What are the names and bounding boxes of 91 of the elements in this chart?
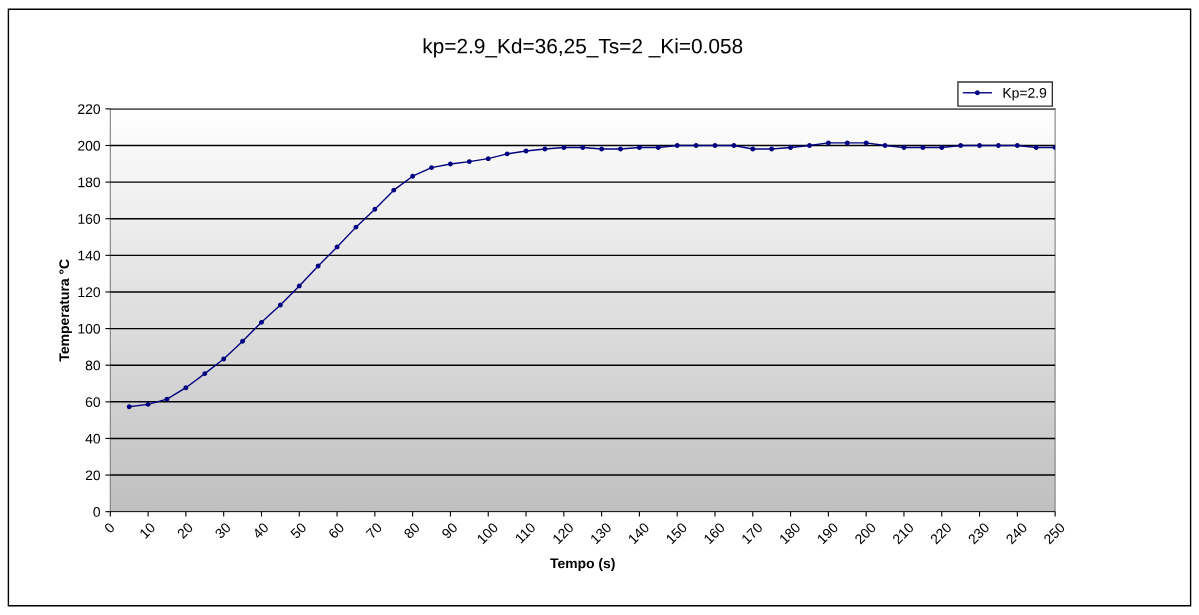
- point: [769, 146, 775, 152]
- point: [863, 140, 869, 146]
- x-tick-label: 40: [251, 522, 270, 540]
- y-tick-label: 160: [78, 214, 101, 224]
- point: [844, 140, 850, 146]
- point: [277, 302, 283, 308]
- point: [636, 145, 642, 150]
- y-tick-label: 120: [78, 287, 101, 298]
- x-axis-title: Tempo (s): [550, 558, 615, 571]
- point: [580, 145, 586, 150]
- y-tick-label: 220: [78, 104, 101, 115]
- y-tick-label: 60: [85, 397, 101, 407]
- point: [674, 143, 680, 148]
- point: [1033, 145, 1039, 150]
- point: [618, 146, 623, 152]
- point: [920, 145, 926, 150]
- point: [466, 159, 472, 165]
- point: [296, 283, 302, 289]
- point: [901, 145, 907, 150]
- x-tick-label: 210: [891, 522, 915, 545]
- y-tick-label: 80: [85, 360, 101, 371]
- x-tick-label: 170: [741, 522, 764, 545]
- point: [353, 224, 359, 230]
- point: [145, 401, 151, 407]
- point: [693, 143, 699, 148]
- x-tick-label: 140: [627, 522, 650, 545]
- point: [504, 151, 510, 157]
- y-tick-label: 20: [85, 470, 101, 481]
- x-tick-label: 250: [1043, 522, 1066, 545]
- point: [164, 396, 170, 402]
- point: [259, 319, 264, 325]
- point: [750, 146, 756, 152]
- y-axis-title: Temperatura °C: [59, 259, 72, 362]
- chart-title: kp=2.9_Kd=36,25_Ts=2 _Ki=0.058: [423, 38, 743, 58]
- x-tick-label: 200: [854, 522, 877, 545]
- x-tick-label: 10: [139, 522, 156, 539]
- point: [334, 244, 340, 250]
- x-tick-label: 240: [1005, 522, 1028, 545]
- x-tick-label: 120: [552, 522, 575, 545]
- point: [410, 173, 416, 179]
- x-tick-label: 100: [476, 522, 499, 545]
- x-tick-label: 20: [176, 522, 194, 540]
- point: [655, 145, 661, 150]
- point: [485, 156, 491, 162]
- point: [542, 146, 548, 152]
- point: [429, 165, 434, 171]
- y-tick-label: 40: [85, 433, 101, 444]
- point: [882, 143, 888, 148]
- point: [202, 371, 208, 377]
- y-tick-label: 0: [93, 507, 101, 517]
- point: [939, 145, 945, 150]
- point: [977, 143, 982, 148]
- point: [825, 140, 831, 146]
- y-tick-label: 200: [78, 140, 101, 151]
- x-tick-label: 60: [327, 522, 345, 540]
- point: [391, 187, 397, 193]
- x-tick-label: 50: [289, 522, 307, 540]
- x-tick-label: 190: [816, 522, 839, 545]
- point: [1014, 143, 1020, 148]
- point: [372, 206, 378, 212]
- point: [240, 338, 246, 344]
- y-tick-label: 140: [78, 250, 101, 261]
- y-tick-label: 100: [78, 323, 101, 334]
- point: [731, 143, 737, 148]
- point: [996, 143, 1001, 148]
- x-tick-label: 30: [214, 522, 232, 540]
- x-tick-label: 150: [665, 522, 688, 545]
- x-tick-label: 70: [365, 522, 383, 540]
- point: [183, 385, 189, 391]
- point: [712, 143, 718, 148]
- x-tick-label: 230: [967, 522, 990, 545]
- point: [807, 143, 812, 148]
- point: [599, 146, 605, 152]
- x-tick-label: 80: [403, 522, 421, 540]
- x-tick-label: 180: [778, 522, 802, 545]
- x-tick-label: 0: [103, 522, 116, 534]
- point: [561, 145, 567, 150]
- x-tick-label: 160: [703, 522, 726, 545]
- legend-label: Kp=2.9: [1003, 87, 1047, 101]
- x-tick-label: 90: [441, 522, 459, 540]
- point: [523, 148, 529, 154]
- point: [958, 143, 964, 148]
- x-tick-label: 220: [929, 522, 953, 545]
- x-tick-label: 110: [514, 522, 537, 544]
- point: [221, 356, 227, 362]
- x-tick-label: 130: [589, 522, 613, 545]
- point: [448, 161, 453, 167]
- point: [126, 404, 132, 410]
- y-tick-label: 180: [78, 177, 101, 188]
- point: [788, 145, 794, 150]
- point: [315, 263, 321, 269]
